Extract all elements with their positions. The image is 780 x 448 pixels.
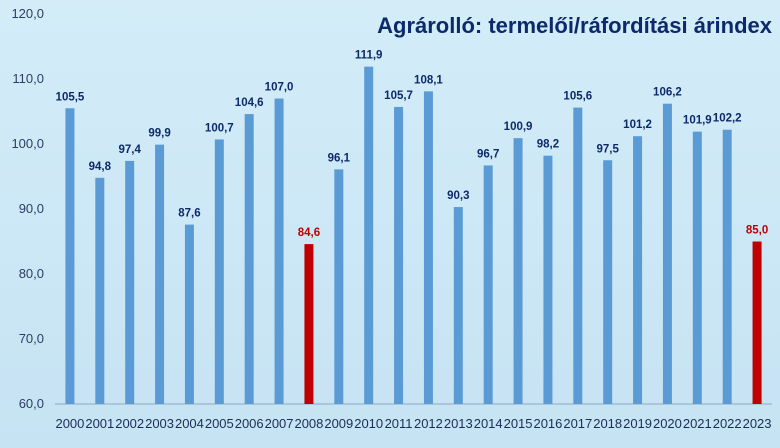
bar-2002: [125, 160, 135, 404]
data-label-2015: 100,9: [504, 121, 533, 133]
data-label-2006: 104,6: [235, 97, 264, 109]
y-tick-label: 110,0: [12, 71, 44, 86]
data-label-2007: 107,0: [265, 82, 294, 94]
x-tick-label: 2018: [593, 416, 622, 431]
x-tick-label: 2007: [265, 416, 294, 431]
x-tick-label: 2022: [713, 416, 742, 431]
bar-2021: [692, 131, 702, 404]
bar-2015: [513, 138, 523, 404]
y-tick-label: 60,0: [19, 396, 44, 411]
bar-2004: [184, 224, 194, 404]
y-tick-label: 120,0: [11, 6, 44, 21]
x-tick-label: 2001: [85, 416, 114, 431]
bar-2006: [244, 114, 254, 404]
data-label-2009: 96,1: [328, 152, 351, 164]
bar-2001: [95, 177, 105, 404]
bar-2018: [603, 160, 613, 404]
x-tick-label: 2010: [354, 416, 383, 431]
y-tick-label: 90,0: [19, 201, 44, 216]
x-tick-label: 2016: [533, 416, 562, 431]
x-tick-label: 2019: [623, 416, 652, 431]
bar-2008: [304, 244, 314, 404]
data-label-2016: 98,2: [537, 139, 559, 151]
bar-2016: [543, 155, 553, 404]
x-tick-label: 2006: [235, 416, 264, 431]
x-tick-label: 2005: [205, 416, 234, 431]
x-tick-label: 2000: [55, 416, 84, 431]
data-label-2020: 106,2: [653, 87, 682, 99]
bar-2020: [662, 103, 672, 404]
x-tick-label: 2004: [175, 416, 204, 431]
data-label-2014: 96,7: [477, 148, 499, 160]
bar-2003: [155, 144, 165, 404]
bar-2017: [573, 107, 583, 404]
bar-2022: [722, 129, 732, 404]
x-axis: 2000 2001 2002 2003 2004 2005 2006 2007 2008 2009…: [55, 416, 771, 431]
bar-2000: [65, 108, 75, 404]
bar-2011: [394, 106, 404, 404]
data-label-2012: 108,1: [414, 74, 443, 86]
data-label-2004: 87,6: [178, 208, 200, 220]
bar-2019: [633, 136, 643, 404]
data-label-2018: 97,5: [596, 143, 619, 155]
x-tick-label: 2011: [385, 416, 413, 431]
x-tick-label: 2008: [294, 416, 323, 431]
bar-2010: [364, 66, 374, 405]
data-label-2003: 99,9: [148, 128, 170, 140]
data-label-2002: 97,4: [118, 144, 141, 156]
x-tick-label: 2013: [444, 416, 473, 431]
data-label-2023: 85,0: [746, 225, 768, 237]
x-tick-label: 2021: [683, 416, 712, 431]
x-tick-label: 2020: [653, 416, 682, 431]
x-tick-label: 2017: [563, 416, 592, 431]
chart-title: Agrárolló: termelői/ráfordítási árindex: [377, 13, 773, 38]
data-label-2005: 100,7: [205, 122, 234, 134]
x-tick-label: 2012: [414, 416, 443, 431]
x-tick-label: 2014: [474, 416, 503, 431]
bar-2013: [453, 207, 463, 404]
data-label-2013: 90,3: [447, 190, 469, 202]
bar-2005: [214, 139, 224, 404]
bar-2007: [274, 98, 284, 404]
bar-2009: [334, 169, 344, 404]
data-label-2017: 105,6: [563, 91, 592, 103]
bar-2012: [423, 91, 433, 404]
bar-2023: [752, 241, 762, 404]
x-tick-label: 2015: [504, 416, 533, 431]
bars: [65, 66, 762, 405]
data-label-2022: 102,2: [713, 113, 742, 125]
data-label-2000: 105,5: [56, 91, 85, 103]
data-label-2021: 101,9: [683, 115, 712, 127]
data-label-2019: 101,2: [623, 119, 652, 131]
data-label-2010: 111,9: [355, 50, 383, 62]
y-tick-label: 70,0: [19, 331, 44, 346]
data-label-2001: 94,8: [89, 161, 112, 173]
data-label-2011: 105,7: [384, 90, 413, 102]
y-tick-label: 80,0: [19, 266, 44, 281]
x-tick-label: 2023: [743, 416, 772, 431]
x-tick-label: 2002: [115, 416, 144, 431]
y-axis: 60,0 70,0 80,0 90,0 100,0 110,0 120,0: [11, 6, 44, 411]
data-label-2008: 84,6: [298, 227, 320, 239]
y-tick-label: 100,0: [11, 136, 44, 151]
x-tick-label: 2009: [324, 416, 353, 431]
x-tick-label: 2003: [145, 416, 174, 431]
bar-2014: [483, 165, 493, 404]
